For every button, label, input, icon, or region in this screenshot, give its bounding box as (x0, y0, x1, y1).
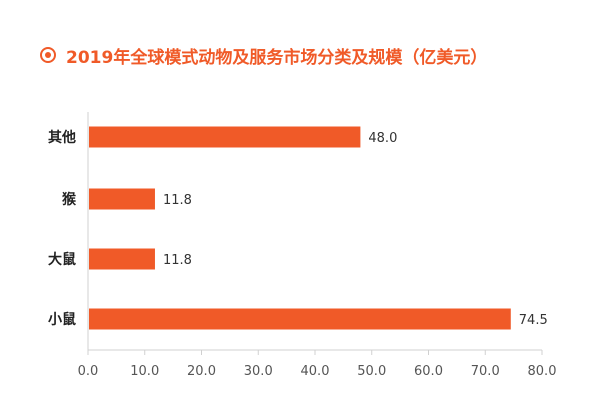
bar (89, 126, 361, 148)
title-row: 2019年全球模式动物及服务市场分类及规模（亿美元） (40, 42, 487, 68)
bar (89, 188, 155, 210)
x-tick-label: 40.0 (301, 364, 330, 379)
value-label: 74.5 (519, 313, 548, 328)
x-tick-label: 0.0 (78, 364, 99, 379)
category-label: 大鼠 (48, 251, 76, 268)
bar (89, 248, 155, 270)
bar (89, 308, 511, 330)
x-tick-label: 80.0 (528, 364, 557, 379)
x-tick-label: 10.0 (130, 364, 159, 379)
x-tick-label: 60.0 (414, 364, 443, 379)
value-label: 48.0 (368, 131, 397, 146)
category-label: 小鼠 (48, 311, 76, 328)
chart-title: 2019年全球模式动物及服务市场分类及规模（亿美元） (66, 47, 488, 68)
x-tick-label: 30.0 (244, 364, 273, 379)
value-label: 11.8 (163, 253, 192, 268)
target-icon (40, 47, 56, 63)
x-tick-label: 70.0 (471, 364, 500, 379)
x-tick-label: 20.0 (187, 364, 216, 379)
category-label: 猴 (61, 191, 77, 208)
category-label: 其他 (48, 129, 76, 146)
x-tick-label: 50.0 (357, 364, 386, 379)
value-label: 11.8 (163, 193, 192, 208)
